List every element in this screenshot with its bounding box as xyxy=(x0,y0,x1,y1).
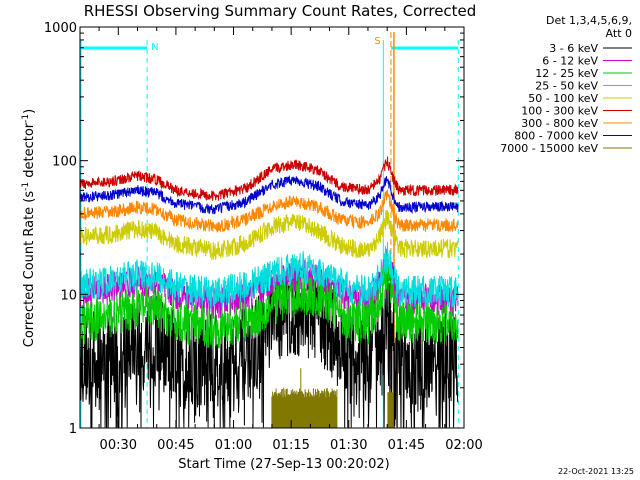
x-tick-label: 01:30 xyxy=(330,438,367,453)
series-7 xyxy=(79,175,459,215)
y-tick-label: 10 xyxy=(60,288,77,303)
series-line-2 xyxy=(79,263,459,349)
y-axis-label-sup2: -1 xyxy=(21,114,31,123)
legend-label-0: 3 - 6 keV xyxy=(549,42,598,55)
legend-label-8: 7000 - 15000 keV xyxy=(500,142,598,155)
legend-label-3: 25 - 50 keV xyxy=(535,80,598,93)
saa-marker-label: S xyxy=(374,36,380,47)
series-line-6 xyxy=(79,189,459,233)
y-axis-label-sup1: -1 xyxy=(21,182,31,191)
series-4 xyxy=(79,210,459,261)
x-axis-label: Start Time (27-Sep-13 00:20:02) xyxy=(178,457,389,472)
x-tick-label: 00:45 xyxy=(157,438,194,453)
night-marker-label: N xyxy=(151,42,158,53)
series-2 xyxy=(79,263,459,349)
x-tick-label: 02:00 xyxy=(445,438,482,453)
x-tick-label: 00:30 xyxy=(100,438,137,453)
series-line-0 xyxy=(79,266,459,428)
timestamp: 22-Oct-2021 13:25 xyxy=(558,467,634,476)
series-8 xyxy=(271,368,394,428)
legend-label-4: 50 - 100 keV xyxy=(528,92,598,105)
legend-label-5: 100 - 300 keV xyxy=(521,105,598,118)
y-axis-label: Corrected Count Rate (s-1 detector-1) xyxy=(21,109,37,347)
y-axis-label-part: Corrected Count Rate (s xyxy=(22,191,37,348)
x-tick-label: 01:00 xyxy=(215,438,252,453)
series-line-3 xyxy=(79,242,459,309)
x-tick-label: 01:45 xyxy=(388,438,425,453)
y-tick-label: 1000 xyxy=(44,21,77,36)
x-axis: 00:30 00:45 01:00 01:15 01:30 01:45 02:00 xyxy=(98,27,483,453)
plot-area: NS xyxy=(79,32,459,428)
chart-title: RHESSI Observing Summary Count Rates, Co… xyxy=(84,2,477,20)
legend-label-1: 6 - 12 keV xyxy=(542,55,598,68)
series-0 xyxy=(79,266,459,428)
series-spikes-8 xyxy=(271,368,394,428)
y-axis-label-end: ) xyxy=(22,109,37,114)
series-line-5 xyxy=(79,156,459,201)
y-tick-label: 1 xyxy=(69,422,77,437)
legend-label-2: 12 - 25 keV xyxy=(535,67,598,80)
y-axis-label-part2: detector xyxy=(22,122,37,182)
legend-header-line-1: Det 1,3,4,5,6,9, xyxy=(546,14,632,27)
legend-header-line-2: Att 0 xyxy=(606,27,632,40)
legend-label-7: 800 - 7000 keV xyxy=(514,130,598,143)
series-5 xyxy=(79,156,459,201)
series-line-7 xyxy=(79,175,459,215)
x-tick-label: 01:15 xyxy=(272,438,309,453)
y-axis: 1 10 100 1000 xyxy=(44,21,464,437)
series-line-4 xyxy=(79,210,459,261)
series-3 xyxy=(79,242,459,309)
legend-label-6: 300 - 800 keV xyxy=(521,117,598,130)
series-6 xyxy=(79,189,459,233)
y-tick-label: 100 xyxy=(52,155,77,170)
